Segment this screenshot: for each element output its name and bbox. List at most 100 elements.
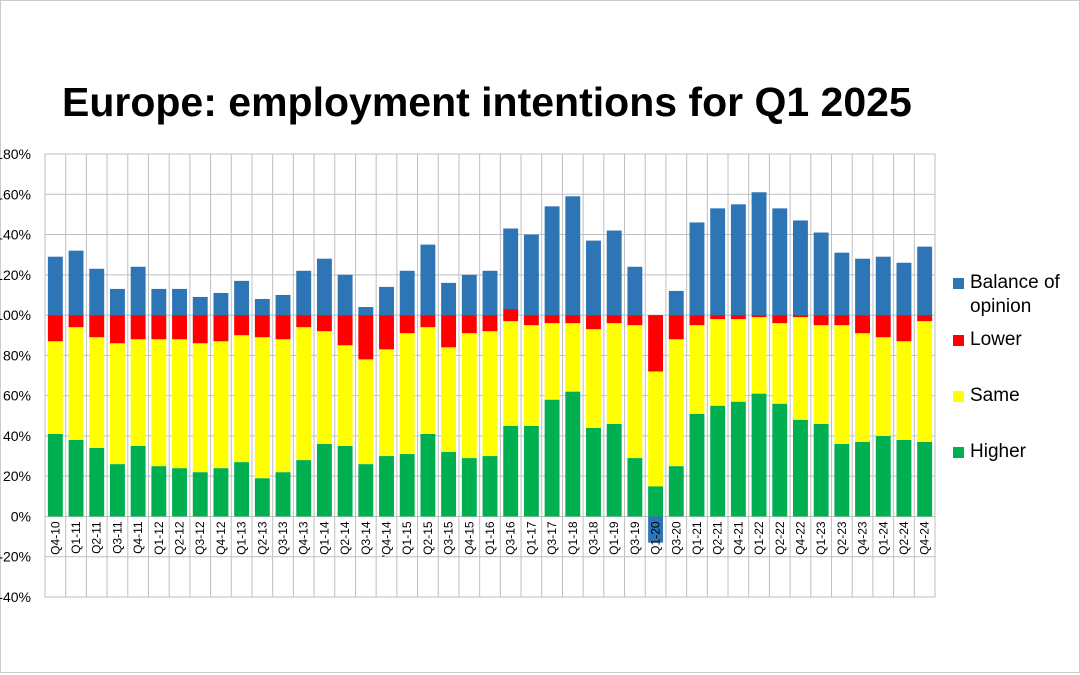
bar-segment	[399, 333, 415, 455]
bar-segment	[606, 323, 622, 424]
bar-segment	[482, 315, 498, 332]
bar-segment	[68, 315, 84, 328]
x-tick-label: Q4-12	[214, 521, 228, 555]
bar-segment	[565, 323, 581, 392]
bar-segment	[316, 443, 332, 517]
x-tick-label: Q3-15	[442, 521, 456, 555]
x-tick-label: Q1-22	[752, 521, 766, 555]
bar-segment	[109, 288, 125, 316]
bar-segment	[648, 516, 664, 543]
bar-segment	[316, 258, 332, 316]
bar-segment	[751, 315, 767, 318]
bar-segment	[627, 458, 643, 517]
x-tick-label: Q3-19	[628, 521, 642, 555]
bar-segment	[896, 439, 912, 517]
bar-segment	[710, 315, 726, 320]
bar-segment	[544, 399, 560, 517]
bar-segment	[855, 333, 871, 442]
bar-segment	[151, 288, 167, 316]
bar-segment	[275, 472, 291, 517]
bar-segment	[420, 433, 436, 517]
bar-segment	[730, 315, 746, 320]
legend-swatch	[953, 391, 964, 402]
bar-segment	[751, 393, 767, 517]
bar-segment	[316, 315, 332, 332]
bar-segment	[68, 250, 84, 316]
bar-segment	[544, 323, 560, 400]
bar-segment	[793, 317, 808, 420]
bar-segment	[151, 466, 167, 517]
legend-label: Lower	[970, 329, 1022, 350]
bar-segment	[254, 478, 270, 517]
bar-segment	[917, 441, 933, 517]
bar-segment	[875, 315, 891, 338]
bar-segment	[130, 315, 146, 340]
bar-segment	[192, 296, 208, 316]
bar-segment	[606, 423, 622, 517]
bar-segment	[151, 339, 167, 467]
x-tick-label: Q1-16	[483, 521, 497, 555]
bar-segment	[399, 454, 415, 517]
bar-segment	[875, 435, 891, 517]
x-tick-label: Q3-12	[193, 521, 207, 555]
y-tick-label: 40%	[3, 428, 31, 444]
bar-segment	[855, 441, 871, 517]
bar-segment	[772, 315, 788, 324]
bar-segment	[172, 339, 187, 469]
bar-segment	[586, 427, 601, 517]
bar-segment	[461, 315, 477, 334]
bar-segment	[813, 315, 829, 326]
x-tick-label: Q1-18	[566, 521, 580, 555]
bar-segment	[896, 315, 912, 342]
bar-segment	[710, 405, 726, 517]
legend-label: Same	[970, 385, 1020, 406]
bar-segment	[586, 315, 601, 330]
bar-segment	[544, 315, 560, 324]
bar-segment	[917, 321, 933, 442]
x-tick-label: Q1-11	[69, 521, 83, 554]
bar-segment	[627, 325, 643, 459]
y-tick-label: 160%	[0, 186, 31, 202]
bar-segment	[461, 274, 477, 316]
bar-segment	[668, 315, 684, 340]
x-tick-label: Q3-16	[504, 521, 518, 555]
bar-segment	[793, 315, 808, 318]
bar-segment	[296, 460, 312, 517]
bar-segment	[606, 315, 622, 324]
x-tick-label: Q1-19	[607, 521, 621, 555]
bar-segment	[834, 252, 850, 316]
x-tick-label: 'Q4-14	[380, 521, 394, 557]
y-tick-label: 20%	[3, 468, 31, 484]
bar-segment	[130, 445, 146, 517]
x-tick-label: Q1-14	[317, 521, 331, 555]
bar-segment	[544, 206, 560, 316]
bar-segment	[316, 331, 332, 444]
bar-segment	[772, 403, 788, 517]
bar-segment	[668, 466, 684, 517]
bar-segment	[420, 327, 436, 434]
bar-segment	[565, 315, 581, 324]
bar-segment	[213, 292, 229, 316]
bar-segment	[337, 445, 353, 517]
y-tick-label: 80%	[3, 347, 31, 363]
bar-segment	[710, 208, 726, 316]
bar-segment	[503, 228, 519, 310]
bar-segment	[482, 331, 498, 457]
x-tick-label: Q3-14	[359, 521, 373, 555]
legend-label: Higher	[970, 441, 1026, 462]
x-tick-label: Q2-24	[897, 521, 911, 555]
bar-segment	[399, 315, 415, 334]
bar-segment	[337, 345, 353, 446]
bar-segment	[234, 315, 250, 336]
bar-segment	[234, 462, 250, 517]
bar-segment	[648, 486, 664, 517]
bar-segment	[482, 270, 498, 316]
x-tick-label: Q1-20	[649, 521, 663, 555]
bar-segment	[192, 472, 208, 517]
bar-segment	[358, 307, 374, 316]
bar-segment	[275, 315, 291, 340]
x-tick-label: Q1-23	[814, 521, 828, 555]
bar-segment	[523, 425, 539, 517]
bar-segment	[109, 343, 125, 465]
